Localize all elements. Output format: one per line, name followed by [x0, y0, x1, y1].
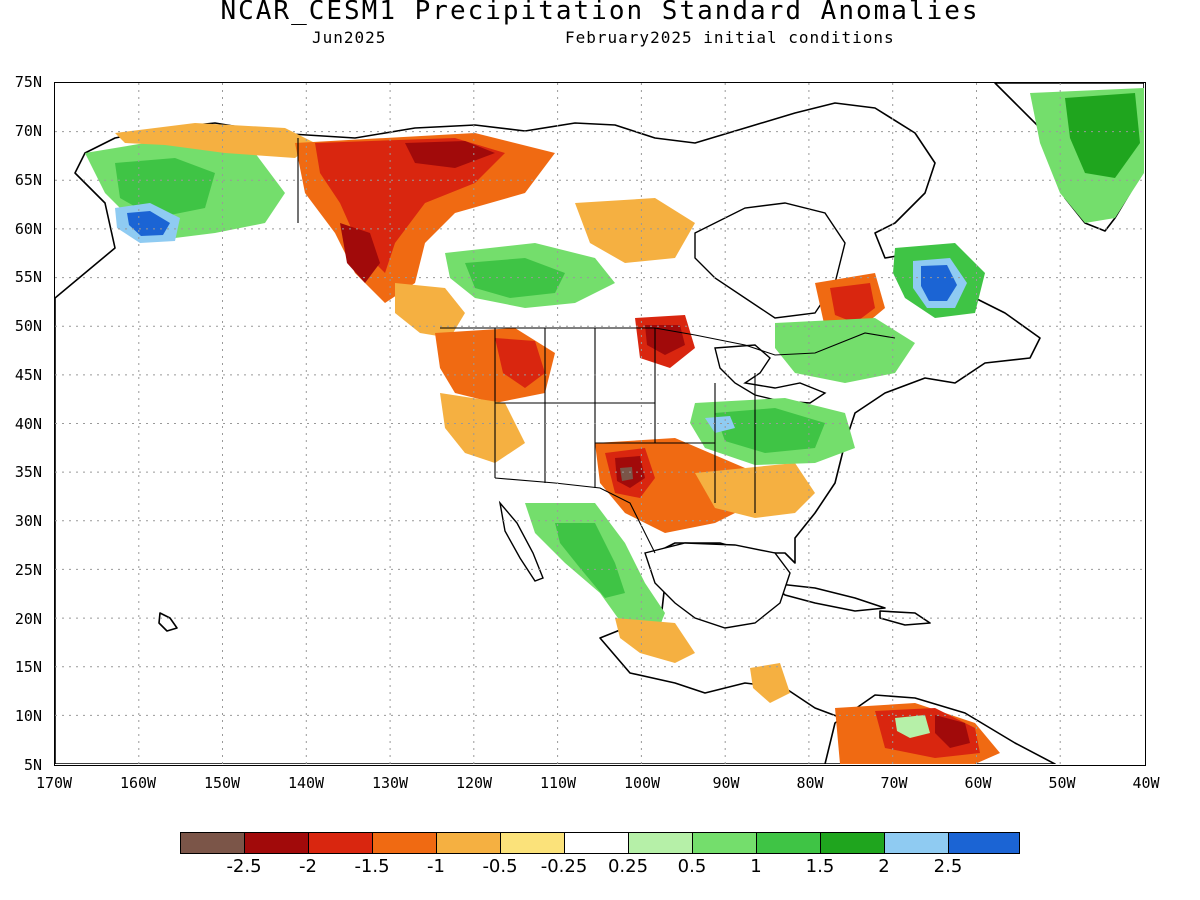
- great-lakes: [714, 344, 827, 404]
- lon-label-100w: 100W: [623, 774, 661, 792]
- lon-label-130w: 130W: [371, 774, 409, 792]
- colorbar-swatch-9: [692, 832, 757, 854]
- lat-label-10n: 10N: [14, 707, 42, 725]
- lon-label-160w: 160W: [119, 774, 157, 792]
- lat-label-25n: 25N: [14, 561, 42, 579]
- us-mexico-border: [494, 477, 656, 554]
- lon-label-40w: 40W: [1132, 774, 1160, 792]
- lon-label-150w: 150W: [203, 774, 241, 792]
- us-canada-border: [440, 327, 896, 356]
- colorbar-swatch-6: [500, 832, 565, 854]
- colorbar-swatch-1: [180, 832, 245, 854]
- lon-label-110w: 110W: [539, 774, 577, 792]
- colorbar-label: 0.5: [677, 856, 707, 877]
- lat-label-40n: 40N: [14, 415, 42, 433]
- greenland-core: [1065, 93, 1140, 178]
- lon-label-80w: 80W: [796, 774, 824, 792]
- chart-title: NCAR_CESM1 Precipitation Standard Anomal…: [220, 0, 980, 26]
- lat-label-50n: 50N: [14, 317, 42, 335]
- colorbar-label: 2: [878, 856, 890, 877]
- lat-label-35n: 35N: [14, 463, 42, 481]
- colorbar-label: 1.5: [805, 856, 835, 877]
- colorbar-swatch-5: [436, 832, 501, 854]
- water-layer: [498, 202, 846, 629]
- lat-label-55n: 55N: [14, 268, 42, 286]
- colorbar-swatch-3: [308, 832, 373, 854]
- colorbar-label: 1: [750, 856, 762, 877]
- lat-label-20n: 20N: [14, 610, 42, 628]
- lat-label-15n: 15N: [14, 658, 42, 676]
- ohio-valley-blue: [705, 416, 735, 433]
- colorbar-label: -2.5: [226, 856, 262, 877]
- lon-label-70w: 70W: [880, 774, 908, 792]
- colorbar-swatch-10: [756, 832, 821, 854]
- alaska-sw-anomaly: [127, 211, 170, 236]
- colorbar-swatch-12: [884, 832, 949, 854]
- prairies-green-core: [465, 258, 565, 298]
- colorbar-swatch-7: [564, 832, 629, 854]
- initial-conditions: February2025 initial conditions: [565, 28, 895, 47]
- california-orange: [440, 393, 525, 463]
- pacific-nw-orange: [395, 283, 465, 338]
- alaska-green-core: [115, 158, 215, 218]
- central-canada-orange: [575, 198, 695, 263]
- colorbar-swatch-4: [372, 832, 437, 854]
- central-america-orange: [615, 618, 695, 663]
- east-canada-green: [775, 318, 915, 383]
- nw-us-red: [495, 338, 545, 388]
- lat-label-60n: 60N: [14, 220, 42, 238]
- texas-brown: [620, 467, 633, 481]
- colorbar-swatch-11: [820, 832, 885, 854]
- colorbar-swatch-2: [244, 832, 309, 854]
- venezuela-darkred: [935, 715, 970, 748]
- yukon-darkred: [405, 141, 495, 168]
- gulf-of-california: [498, 500, 544, 582]
- colorbar-label: -0.25: [540, 856, 588, 877]
- state-lines-west: [494, 328, 756, 513]
- lat-label-75n: 75N: [14, 73, 42, 91]
- caribbean-orange: [750, 663, 790, 703]
- anomaly-map: [55, 83, 1144, 764]
- lon-label-90w: 90W: [712, 774, 740, 792]
- anomaly-layer: [85, 88, 1144, 764]
- bc-coast-darkred: [340, 223, 380, 283]
- lon-label-120w: 120W: [455, 774, 493, 792]
- ohio-valley-core: [715, 408, 825, 453]
- lon-label-140w: 140W: [287, 774, 325, 792]
- lon-label-50w: 50W: [1048, 774, 1076, 792]
- gulf-of-mexico: [644, 542, 791, 629]
- venezuela-green: [895, 715, 930, 738]
- lon-label-170w: 170W: [35, 774, 73, 792]
- colorbar-label: 0.25: [607, 856, 649, 877]
- political-borders: [297, 138, 896, 554]
- valid-month: Jun2025: [312, 28, 387, 47]
- caribbean-cuba: [769, 582, 886, 612]
- colorbar-swatch-8: [628, 832, 693, 854]
- colorbar-swatch-13: [948, 832, 1020, 854]
- lon-label-60w: 60W: [964, 774, 992, 792]
- labrador-blue: [921, 265, 957, 301]
- lat-label-70n: 70N: [14, 122, 42, 140]
- lat-label-5n: 5N: [23, 756, 42, 774]
- mexico-green-core: [555, 523, 625, 598]
- colorbar-label: 2.5: [933, 856, 963, 877]
- lat-label-45n: 45N: [14, 366, 42, 384]
- map-frame: [54, 82, 1146, 766]
- colorbar-label: -2: [299, 856, 317, 877]
- hawaii-island: [158, 612, 178, 632]
- caribbean-hispaniola: [879, 610, 931, 626]
- colorbar-label: -0.5: [482, 856, 518, 877]
- colorbar-label: -1.5: [354, 856, 390, 877]
- lat-label-30n: 30N: [14, 512, 42, 530]
- quebec-red: [830, 283, 875, 323]
- lat-label-65n: 65N: [14, 171, 42, 189]
- colorbar-label: -1: [427, 856, 445, 877]
